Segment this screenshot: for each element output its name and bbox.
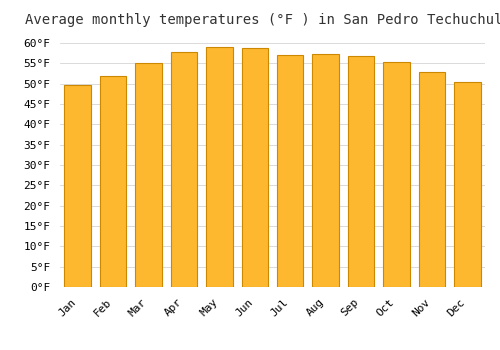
Bar: [277, 55, 303, 287]
Bar: [136, 63, 162, 287]
Bar: [242, 48, 268, 287]
Bar: [206, 47, 233, 287]
Bar: [454, 82, 480, 287]
Bar: [418, 72, 445, 287]
Bar: [312, 54, 339, 287]
Bar: [100, 76, 126, 287]
Title: Average monthly temperatures (°F ) in San Pedro Techuchulco: Average monthly temperatures (°F ) in Sa…: [26, 13, 500, 27]
Bar: [383, 62, 409, 287]
Bar: [64, 85, 91, 287]
Bar: [348, 56, 374, 287]
Bar: [170, 52, 197, 287]
